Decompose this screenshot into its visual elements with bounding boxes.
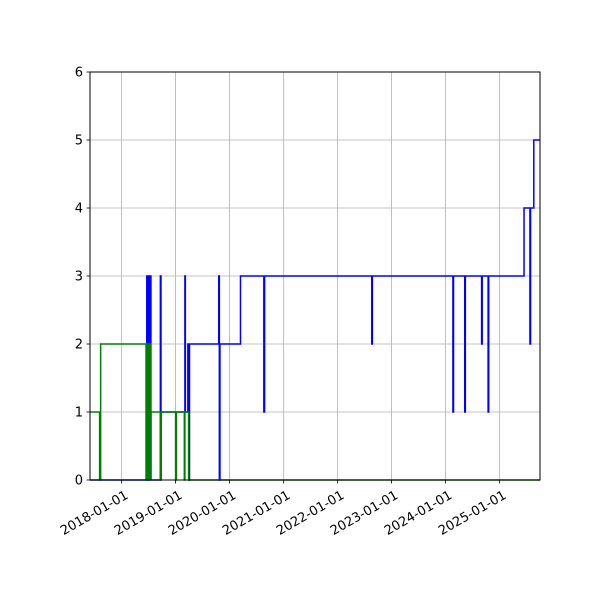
y-tick-label: 2 [75,338,83,353]
y-tick-label: 1 [75,406,83,421]
y-tick-label: 5 [75,134,83,149]
y-tick-label: 6 [75,66,83,81]
y-tick-label: 4 [75,202,83,217]
y-tick-label: 0 [75,474,83,489]
y-tick-label: 3 [75,270,83,285]
y-axis: 0 1 2 3 4 5 6 [75,66,90,489]
